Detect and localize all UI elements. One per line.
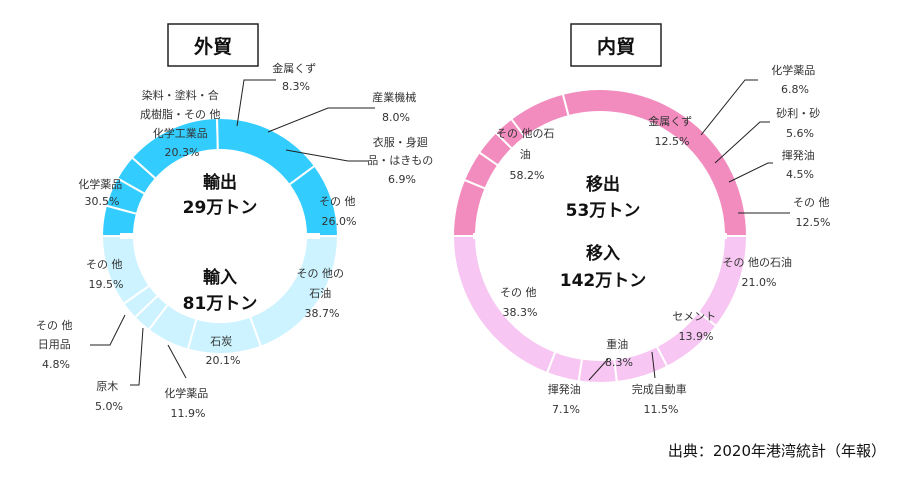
label-import-oil: その 他の 石油 38.7% — [297, 267, 348, 320]
label-domin-cement: セメント 13.9% — [672, 310, 719, 343]
divider-naibo — [473, 233, 727, 239]
center-label-import-total: 81万トン — [183, 294, 258, 314]
label-export-machinery: 産業機械 8.0% — [372, 90, 420, 124]
label-domin-cars: 完成自動車 11.5% — [632, 382, 691, 416]
label-domin-heavyoil: 重油 8.3% — [605, 337, 633, 369]
label-domout-gasoline: 揮発油 4.5% — [782, 148, 819, 181]
slice-移出-0 — [451, 178, 487, 237]
ring-domestic-out — [451, 88, 749, 237]
label-import-daily-goods: その 他 日用品 4.8% — [36, 319, 76, 371]
slice-移入-5 — [451, 235, 557, 375]
chart-title-gaibo: 外貿 — [194, 35, 232, 58]
center-label-domestic-in-total: 142万トン — [560, 271, 647, 291]
leader-lines — [90, 79, 790, 386]
label-domout-scrap: 金属くず 12.5% — [648, 114, 696, 148]
label-export-dyes: 染料・塗料・合 成樹脂・その 他 化学工業品 20.3% — [140, 88, 224, 159]
chart-title-naibo: 内貿 — [597, 35, 635, 58]
title-box-naibo — [570, 23, 662, 67]
title-box-gaibo — [167, 23, 259, 67]
label-import-other: その 他 19.5% — [86, 258, 126, 291]
label-import-chemicals: 化学薬品 11.9% — [164, 386, 212, 420]
label-domin-oil: その 他の石油 21.0% — [723, 255, 796, 289]
label-export-scrap: 金属くず 8.3% — [272, 61, 320, 93]
label-domin-other: その 他 38.3% — [500, 286, 540, 319]
center-label-import-name: 輸入 — [203, 267, 237, 288]
ring-domestic-in — [451, 235, 749, 384]
slice-輸入-5 — [100, 235, 152, 306]
label-domin-gasoline: 揮発油 7.1% — [548, 382, 585, 416]
label-export-other: その 他 26.0% — [319, 195, 359, 228]
label-domout-gravel: 砂利・砂 5.6% — [776, 107, 824, 140]
center-label-domestic-out-name: 移出 — [586, 174, 620, 195]
label-domout-chemicals: 化学薬品 6.8% — [771, 63, 819, 96]
label-domout-other: その 他 12.5% — [793, 196, 833, 229]
center-label-export-name: 輸出 — [203, 172, 237, 193]
divider-gaibo — [120, 233, 320, 239]
label-export-chemicals: 化学薬品 30.5% — [78, 177, 126, 208]
ring-import — [100, 235, 340, 355]
center-label-domestic-out-total: 53万トン — [566, 201, 641, 221]
label-export-clothing: 衣服・身廻 品・はきもの 6.9% — [367, 135, 437, 186]
center-label-export-total: 29万トン — [183, 198, 258, 218]
label-domout-oil: その 他の石 油 58.2% — [496, 127, 558, 182]
label-import-coal: 石炭 20.1% — [206, 335, 241, 367]
source-note: 出典：2020年港湾統計（年報） — [668, 442, 886, 460]
center-label-domestic-in-name: 移入 — [586, 243, 620, 264]
label-import-logs: 原木 5.0% — [95, 380, 123, 413]
